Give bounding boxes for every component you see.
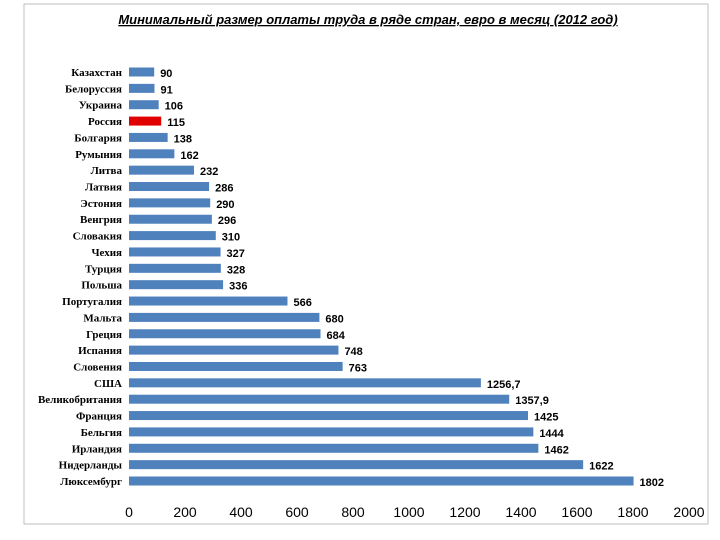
bar-25 — [129, 460, 584, 470]
data-label: 328 — [227, 264, 245, 276]
data-label: 336 — [229, 281, 247, 293]
data-label: 680 — [325, 313, 343, 325]
x-tick-label: 1600 — [561, 504, 592, 520]
category-labels: Казахстан Белоруссия Украина Россия Болгария… — [38, 67, 123, 488]
bar-11 — [129, 231, 216, 241]
bar-8 — [129, 182, 210, 192]
data-label: 1802 — [640, 477, 664, 489]
data-label: 763 — [349, 362, 367, 374]
bar-4 — [129, 116, 162, 126]
data-label: 106 — [165, 101, 183, 113]
data-label: 290 — [216, 199, 234, 211]
category-label: Чехия — [91, 247, 122, 259]
category-label: Нидерланды — [59, 460, 123, 472]
category-label: Украина — [79, 100, 123, 112]
category-label: Греция — [86, 329, 122, 341]
bar-22 — [129, 411, 528, 421]
x-tick-label: 1000 — [393, 504, 424, 520]
bar-7 — [129, 165, 194, 175]
data-label: 327 — [227, 248, 245, 260]
bar-15 — [129, 296, 288, 306]
data-label: 1425 — [534, 412, 558, 424]
category-label: Франция — [76, 411, 122, 423]
x-tick-label: 800 — [341, 504, 365, 520]
data-label: 566 — [293, 297, 311, 309]
data-label: 1357,9 — [515, 395, 549, 407]
data-label: 115 — [167, 117, 185, 129]
category-label: Польша — [81, 280, 122, 292]
bar-1 — [129, 67, 155, 77]
chart-title: Минимальный размер оплаты труда в ряде с… — [118, 12, 617, 27]
x-tick-label: 1800 — [617, 504, 648, 520]
category-label: Эстония — [80, 198, 122, 210]
category-label: Румыния — [75, 149, 122, 161]
category-label: Великобритания — [38, 394, 122, 406]
category-label: США — [94, 378, 122, 390]
category-label: Венгрия — [80, 214, 122, 226]
category-label: Мальта — [83, 312, 122, 324]
category-label: Турция — [85, 263, 122, 275]
category-label: Португалия — [62, 296, 122, 308]
bar-13 — [129, 263, 221, 273]
bar-17 — [129, 329, 321, 339]
x-axis-ticks: 0 200 400 600 800 1000 1200 1400 1600 1800 2000 — [125, 504, 705, 520]
bar-14 — [129, 280, 224, 290]
x-tick-label: 2000 — [673, 504, 704, 520]
bar-23 — [129, 427, 534, 437]
data-label: 310 — [222, 232, 240, 244]
category-label: Латвия — [85, 182, 122, 194]
x-tick-label: 200 — [173, 504, 197, 520]
bar-10 — [129, 214, 212, 224]
bar-24 — [129, 443, 539, 453]
bar-12 — [129, 247, 221, 257]
category-label: Люксембург — [60, 476, 122, 488]
category-label: Бельгия — [81, 427, 122, 439]
category-label: Белоруссия — [65, 83, 122, 95]
x-tick-label: 1400 — [505, 504, 536, 520]
bar-19 — [129, 361, 343, 371]
bar-9 — [129, 198, 211, 208]
bar-20 — [129, 378, 481, 388]
bar-6 — [129, 149, 175, 159]
data-label: 748 — [344, 346, 362, 358]
data-label: 91 — [160, 84, 172, 96]
category-label: Испания — [78, 345, 122, 357]
data-label: 1622 — [589, 461, 613, 473]
bar-16 — [129, 312, 320, 322]
data-label: 296 — [218, 215, 236, 227]
bars-layer — [129, 67, 634, 486]
data-label: 1444 — [539, 428, 564, 440]
x-tick-label: 600 — [285, 504, 309, 520]
data-label: 684 — [327, 330, 346, 342]
bar-26 — [129, 476, 634, 486]
data-label: 162 — [180, 150, 198, 162]
bar-3 — [129, 100, 159, 110]
category-label: Болгария — [74, 132, 122, 144]
category-label: Ирландия — [72, 443, 122, 455]
category-label: Литва — [91, 165, 123, 177]
data-label: 286 — [215, 183, 233, 195]
data-label: 90 — [160, 68, 172, 80]
bar-21 — [129, 394, 510, 404]
data-label: 232 — [200, 166, 218, 178]
data-label: 1462 — [544, 444, 568, 456]
category-label: Словения — [73, 361, 122, 373]
x-tick-label: 1200 — [449, 504, 480, 520]
x-tick-label: 0 — [125, 504, 133, 520]
category-label: Словакия — [73, 231, 122, 243]
x-tick-label: 400 — [229, 504, 253, 520]
category-label: Казахстан — [71, 67, 122, 79]
bar-5 — [129, 132, 168, 142]
bar-18 — [129, 345, 339, 355]
bar-2 — [129, 83, 155, 93]
data-label: 1256,7 — [487, 379, 521, 391]
category-label: Россия — [88, 116, 122, 128]
data-label: 138 — [174, 133, 192, 145]
